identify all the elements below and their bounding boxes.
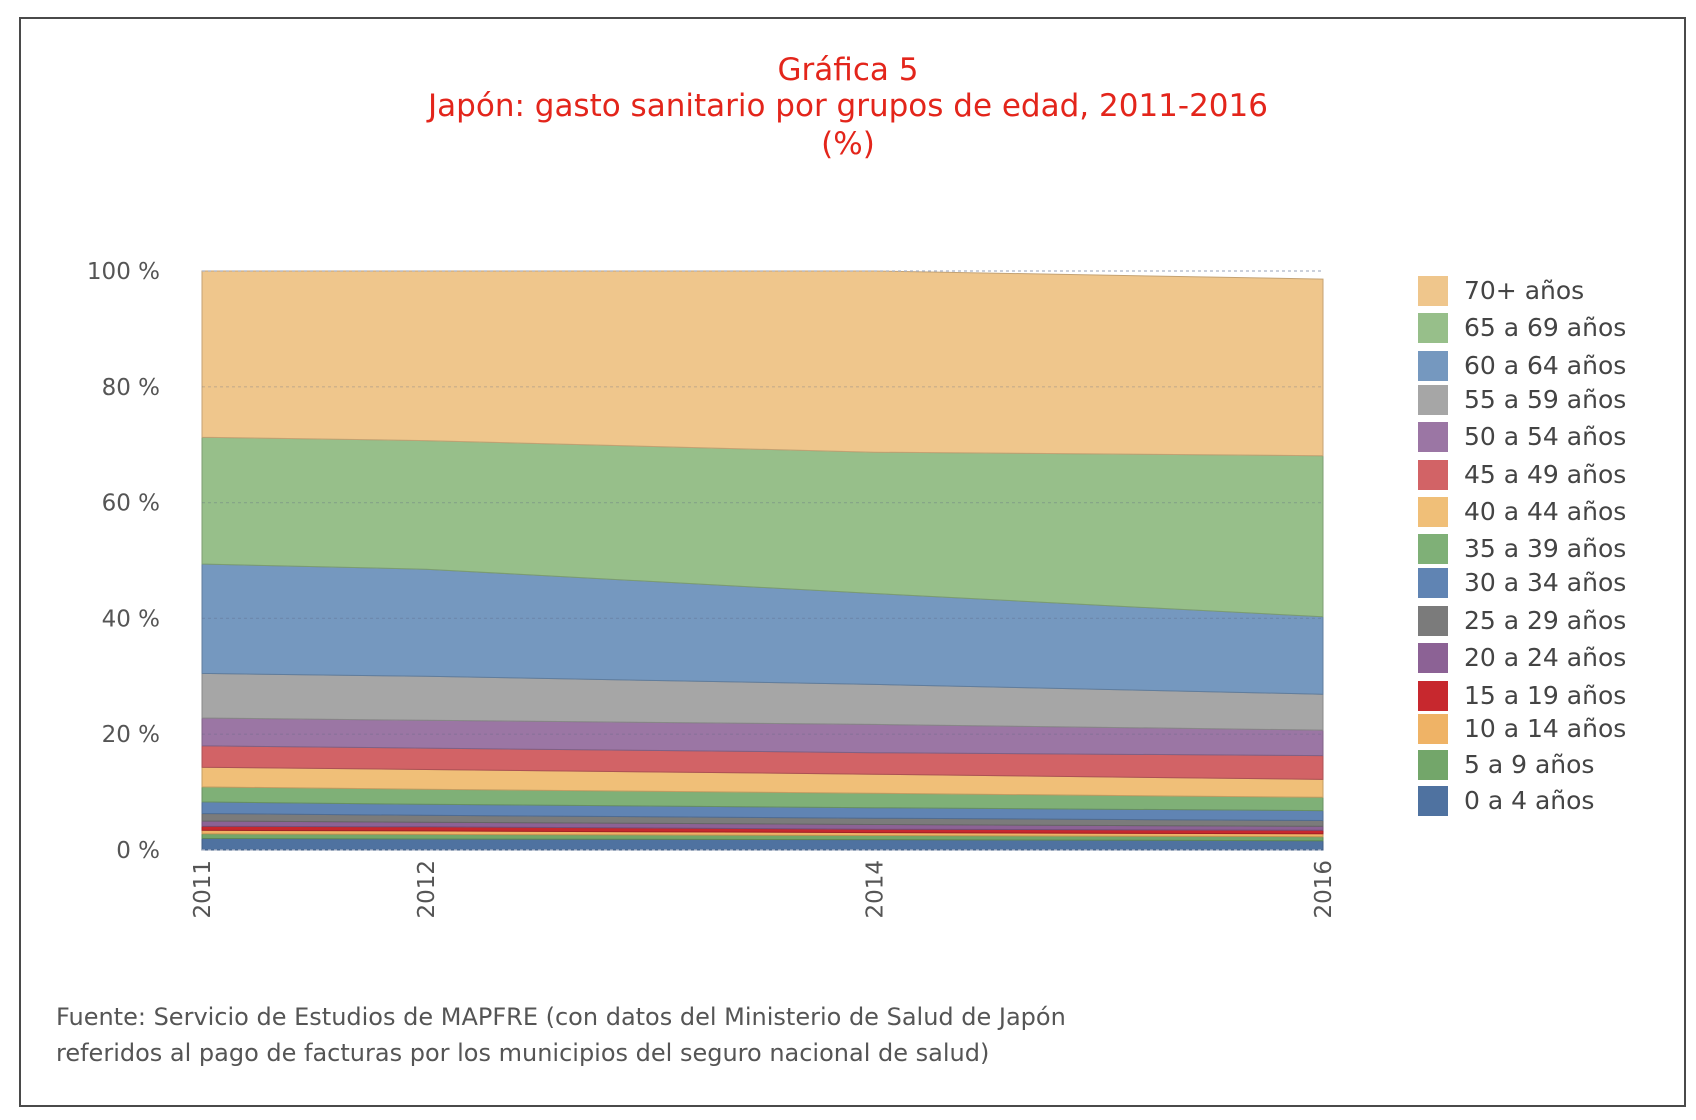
area-series-14: [201, 270, 1324, 457]
legend-swatch: [1418, 276, 1448, 306]
legend-swatch: [1418, 385, 1448, 415]
x-tick-label: 2016: [1311, 860, 1337, 919]
x-tick-label: 2012: [414, 860, 440, 919]
legend-label: 70+ años: [1464, 276, 1585, 305]
chart-title-number: Gráfica 5: [777, 52, 919, 88]
x-tick-label: 2014: [863, 860, 889, 919]
legend-swatch: [1418, 460, 1448, 490]
legend-swatch: [1418, 313, 1448, 343]
y-tick-label: 40 %: [102, 606, 160, 632]
legend-swatch: [1418, 750, 1448, 780]
legend-swatch: [1418, 422, 1448, 452]
legend-label: 25 a 29 años: [1464, 606, 1627, 635]
y-tick-label: 100 %: [87, 259, 160, 285]
legend-item: 30 a 34 años: [1418, 568, 1678, 598]
legend-item: 50 a 54 años: [1418, 422, 1678, 452]
legend-item: 5 a 9 años: [1418, 750, 1678, 780]
gridlines: [202, 270, 1323, 851]
legend-swatch: [1418, 497, 1448, 527]
legend-swatch: [1418, 351, 1448, 381]
legend-label: 30 a 34 años: [1464, 568, 1627, 597]
figure-frame: [19, 17, 1686, 1107]
legend-label: 40 a 44 años: [1464, 497, 1627, 526]
chart-title: Japón: gasto sanitario por grupos de eda…: [428, 88, 1268, 124]
y-tick-label: 20 %: [102, 722, 160, 748]
x-tick-label: 2011: [190, 860, 216, 919]
legend-swatch: [1418, 714, 1448, 744]
legend-label: 60 a 64 años: [1464, 351, 1627, 380]
legend-item: 0 a 4 años: [1418, 786, 1678, 816]
legend-label: 0 a 4 años: [1464, 786, 1595, 815]
legend-item: 55 a 59 años: [1418, 385, 1678, 415]
legend-label: 45 a 49 años: [1464, 460, 1627, 489]
legend-item: 35 a 39 años: [1418, 534, 1678, 564]
legend-label: 35 a 39 años: [1464, 534, 1627, 563]
legend-item: 10 a 14 años: [1418, 714, 1678, 744]
source-note-line-1: Fuente: Servicio de Estudios de MAPFRE (…: [56, 1003, 1066, 1031]
legend-item: 20 a 24 años: [1418, 643, 1678, 673]
legend-item: 45 a 49 años: [1418, 460, 1678, 490]
legend-swatch: [1418, 568, 1448, 598]
legend-label: 5 a 9 años: [1464, 750, 1595, 779]
legend-label: 15 a 19 años: [1464, 681, 1627, 710]
legend-item: 25 a 29 años: [1418, 606, 1678, 636]
y-tick-label: 0 %: [116, 838, 160, 864]
legend-swatch: [1418, 606, 1448, 636]
legend-swatch: [1418, 681, 1448, 711]
chart-title-unit: (%): [821, 126, 875, 162]
legend-item: 60 a 64 años: [1418, 351, 1678, 381]
legend-label: 10 a 14 años: [1464, 714, 1627, 743]
legend-label: 55 a 59 años: [1464, 385, 1627, 414]
y-tick-label: 80 %: [102, 375, 160, 401]
legend-item: 65 a 69 años: [1418, 313, 1678, 343]
legend-swatch: [1418, 643, 1448, 673]
legend-item: 70+ años: [1418, 276, 1678, 306]
y-tick-label: 60 %: [102, 491, 160, 517]
x-axis-ticks: 2011 2012 2014 2016: [190, 860, 1337, 919]
source-note-line-2: referidos al pago de facturas por los mu…: [56, 1039, 990, 1067]
legend-label: 65 a 69 años: [1464, 313, 1627, 342]
y-axis-ticks: 0 % 20 % 40 % 60 % 80 % 100 %: [87, 259, 160, 864]
legend-swatch: [1418, 534, 1448, 564]
area-layers: [201, 270, 1324, 851]
legend-item: 40 a 44 años: [1418, 497, 1678, 527]
legend-label: 50 a 54 años: [1464, 422, 1627, 451]
legend-label: 20 a 24 años: [1464, 643, 1627, 672]
legend-swatch: [1418, 786, 1448, 816]
legend-item: 15 a 19 años: [1418, 681, 1678, 711]
